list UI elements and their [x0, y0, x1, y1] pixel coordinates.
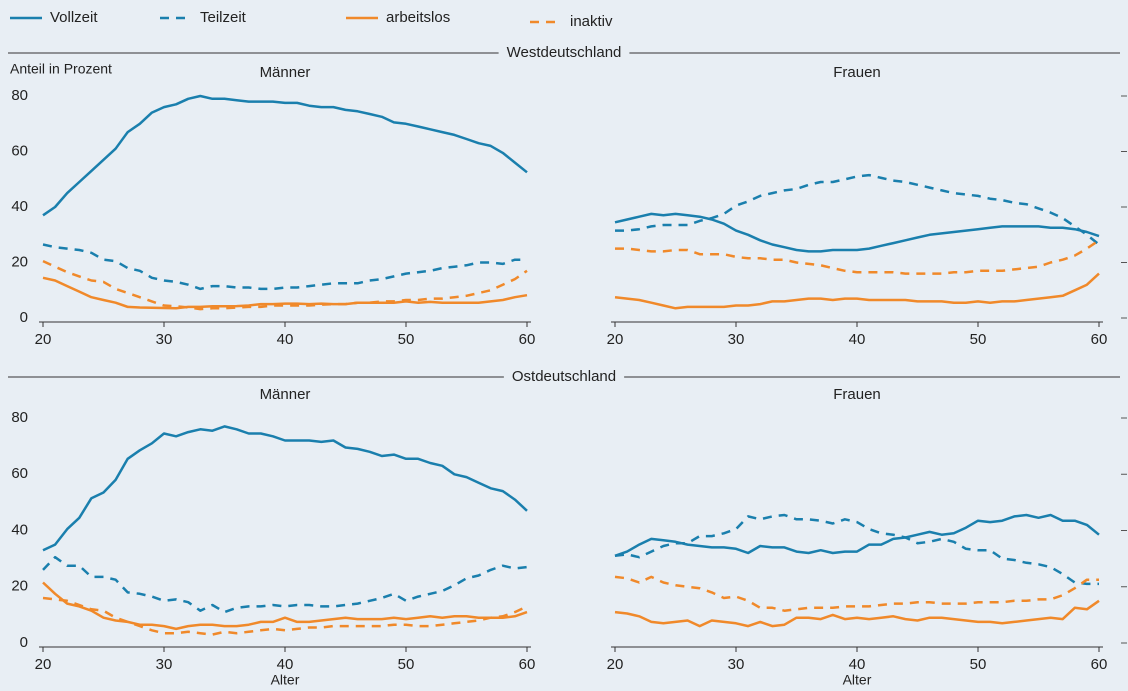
series-line	[614, 599, 1100, 628]
y-tick-label: 60	[11, 142, 28, 159]
x-tick-label: 50	[970, 331, 987, 348]
x-tick-label: 60	[1091, 656, 1108, 673]
x-tick-label: 40	[277, 331, 294, 348]
x-tick-label: 40	[277, 656, 294, 673]
series-line	[614, 272, 1100, 310]
panel-title: Frauen	[833, 64, 881, 81]
series-line	[42, 243, 527, 291]
x-tick-label: 30	[156, 656, 173, 673]
series-line	[42, 555, 528, 614]
x-axis-label: Alter	[843, 672, 872, 688]
panel-title: Frauen	[833, 386, 881, 403]
y-tick-label: 60	[11, 465, 28, 482]
legend-label: Teilzeit	[200, 9, 247, 26]
y-axis-label: Anteil in Prozent	[10, 61, 112, 77]
y-tick-label: 80	[11, 87, 28, 104]
section-title: Ostdeutschland	[512, 368, 616, 385]
x-tick-label: 40	[849, 331, 866, 348]
x-tick-label: 20	[35, 331, 52, 348]
series-line	[42, 425, 528, 552]
series-line	[614, 575, 1099, 612]
y-tick-label: 20	[11, 578, 28, 595]
x-tick-label: 60	[519, 656, 536, 673]
y-tick-label: 20	[11, 253, 28, 270]
y-tick-label: 40	[11, 521, 28, 538]
series-line	[614, 212, 1100, 253]
y-tick-label: 80	[11, 409, 28, 426]
panel-title: Männer	[260, 64, 311, 81]
series-line	[42, 259, 528, 311]
series-line	[614, 513, 1100, 557]
series-line	[42, 94, 528, 217]
x-tick-label: 20	[607, 331, 624, 348]
y-tick-label: 0	[20, 634, 28, 651]
legend-label: inaktiv	[570, 13, 613, 30]
x-tick-label: 50	[970, 656, 987, 673]
series-line	[615, 239, 1100, 275]
x-tick-label: 30	[156, 331, 173, 348]
y-tick-label: 0	[20, 309, 28, 326]
x-tick-label: 60	[1091, 331, 1108, 348]
x-axis-label: Alter	[271, 672, 300, 688]
x-tick-label: 50	[398, 656, 415, 673]
x-tick-label: 20	[35, 656, 52, 673]
series-line	[615, 173, 1100, 246]
series-line	[42, 276, 528, 310]
series-line	[42, 581, 528, 631]
x-tick-label: 30	[728, 331, 745, 348]
x-tick-label: 60	[519, 331, 536, 348]
section-title: Westdeutschland	[507, 44, 622, 61]
series-line	[614, 513, 1099, 586]
y-tick-label: 40	[11, 198, 28, 215]
x-tick-label: 40	[849, 656, 866, 673]
x-tick-label: 30	[728, 656, 745, 673]
x-tick-label: 50	[398, 331, 415, 348]
legend-label: arbeitslos	[386, 9, 450, 26]
panel-title: Männer	[260, 386, 311, 403]
series-line	[42, 596, 528, 636]
legend-label: Vollzeit	[50, 9, 98, 26]
x-tick-label: 20	[607, 656, 624, 673]
